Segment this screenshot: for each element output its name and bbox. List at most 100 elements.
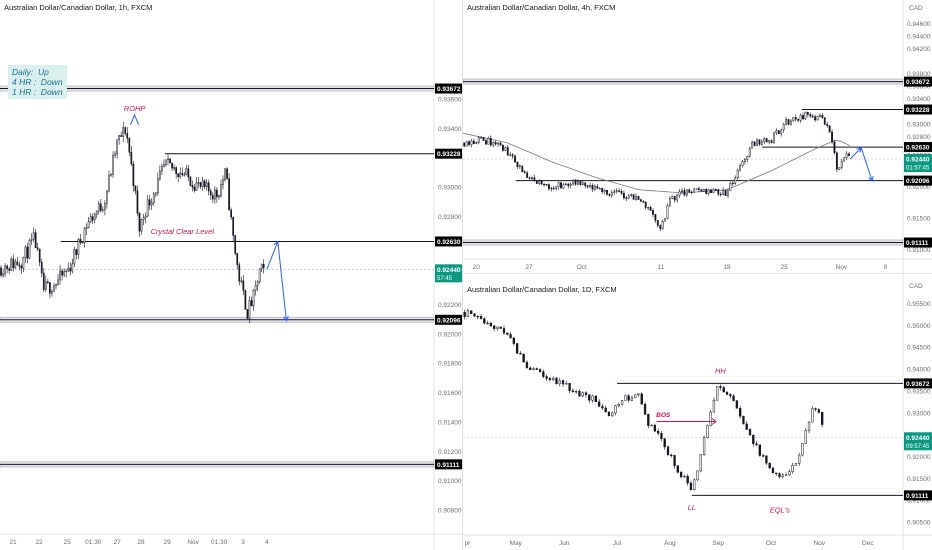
chart-canvas-1d[interactable]: 0.95500 0.95000 0.94500 0.94000 0.93500 0.930… [463,274,932,550]
candle-body [794,463,798,466]
candle-body [547,184,550,189]
candle-body [673,196,676,201]
candle-body [729,394,732,397]
candle-body [523,171,526,174]
y-tick-label: 0.91000 [438,478,462,485]
candle-body [608,194,611,196]
candle-body [640,393,643,405]
candle-body [489,322,493,327]
candle-body [16,261,19,266]
candle-body [20,265,23,269]
candle-body [485,140,487,145]
candle-body [218,195,220,198]
candle-body [763,138,766,143]
y-tick-label: 0.93800 [907,71,931,78]
x-tick-label: 29 [163,539,171,546]
price-badge-timer: 57:45 [437,276,453,282]
candle-body [163,164,165,167]
candle-body [106,190,108,204]
candle-body [679,472,683,478]
candle-body [804,430,807,444]
candle-body [161,166,163,172]
candle-body [706,425,709,438]
candle-body [666,205,669,219]
candle-body [114,153,116,156]
y-tick-label: 0.93000 [438,185,462,192]
candle-body [63,271,65,276]
candle-body [77,239,80,255]
candle-body [18,264,21,267]
price-badge-timer: 09:57:45 [906,444,930,450]
candle-body [756,139,758,146]
candle-body [122,127,125,137]
moving-average-line [463,132,851,194]
candle-body [71,263,74,272]
candle-body [519,352,522,355]
candle-body [722,189,725,195]
candle-body [494,142,497,145]
currency-label: CAD [909,5,923,12]
candle-body [254,285,257,291]
candle-body [195,182,198,191]
y-tick-label: 0.91500 [907,216,931,223]
level-price-label: 0.91111 [437,462,460,469]
candle-body [845,153,848,158]
candle-body [606,189,608,195]
candle-body [816,116,819,121]
x-tick-label: Jul [613,540,622,547]
candle-body [838,167,841,170]
candle-body [506,147,509,156]
candle-body [562,184,565,189]
chart-title-1h: Australian Dollar/Canadian Dollar, 1h, F… [4,3,153,12]
candle-body [61,270,63,276]
candle-body [744,159,746,162]
candle-body [44,281,47,290]
candle-body [232,216,235,236]
candle-body [775,472,778,475]
candle-body [594,395,597,403]
currency-label: CAD [909,283,923,290]
candle-body [577,181,579,185]
chart-canvas-4h[interactable]: 0.94600 0.94400 0.94200 0.93800 0.93600 0.934… [463,0,932,273]
price-badge-value: 0.92440 [437,267,461,274]
y-tick-label: 0.92000 [438,331,462,338]
candle-body [220,184,222,196]
candle-body [699,454,702,472]
candle-body [821,412,824,425]
x-tick-label: Oct [766,540,776,547]
candle-body [116,139,118,155]
candle-body [140,219,143,232]
candle-body [748,147,751,157]
candle-body [538,369,542,373]
candle-body [67,267,70,272]
candle-body [205,182,208,188]
candle-body [173,167,175,169]
candle-body [727,190,729,196]
level-price-label: 0.92630 [437,239,461,246]
chart-panel-1d[interactable]: Australian Dollar/Canadian Dollar, 1D, F… [463,274,932,550]
candle-body [87,221,90,228]
candle-body [801,443,804,456]
level-price-label-bg [904,237,932,248]
candle-body [663,438,666,448]
x-tick-label: Jun [559,540,570,547]
level-price-label-bg [435,236,462,247]
chart-panel-1h[interactable]: Australian Dollar/Canadian Dollar, 1h, F… [0,0,462,550]
candle-body [659,225,662,229]
candle-body [142,217,145,220]
x-tick-label: 28 [137,539,145,546]
candle-body [49,282,51,294]
candle-body [722,387,725,393]
x-tick-label: 22 [35,539,43,546]
candle-body [607,411,611,416]
candle-body [598,188,601,190]
rohp-arrow [130,113,140,126]
candle-body [540,180,543,185]
chart-panel-4h[interactable]: Australian Dollar/Canadian Dollar, 4h, F… [463,0,932,273]
candle-body [36,247,39,250]
candle-body [550,187,553,190]
candle-body [22,257,25,269]
candle-body [201,180,204,187]
candle-body [647,206,650,209]
chart-canvas-1h[interactable]: 0.93600 0.93400 0.93000 0.92800 0.92200 0.920… [0,0,462,550]
